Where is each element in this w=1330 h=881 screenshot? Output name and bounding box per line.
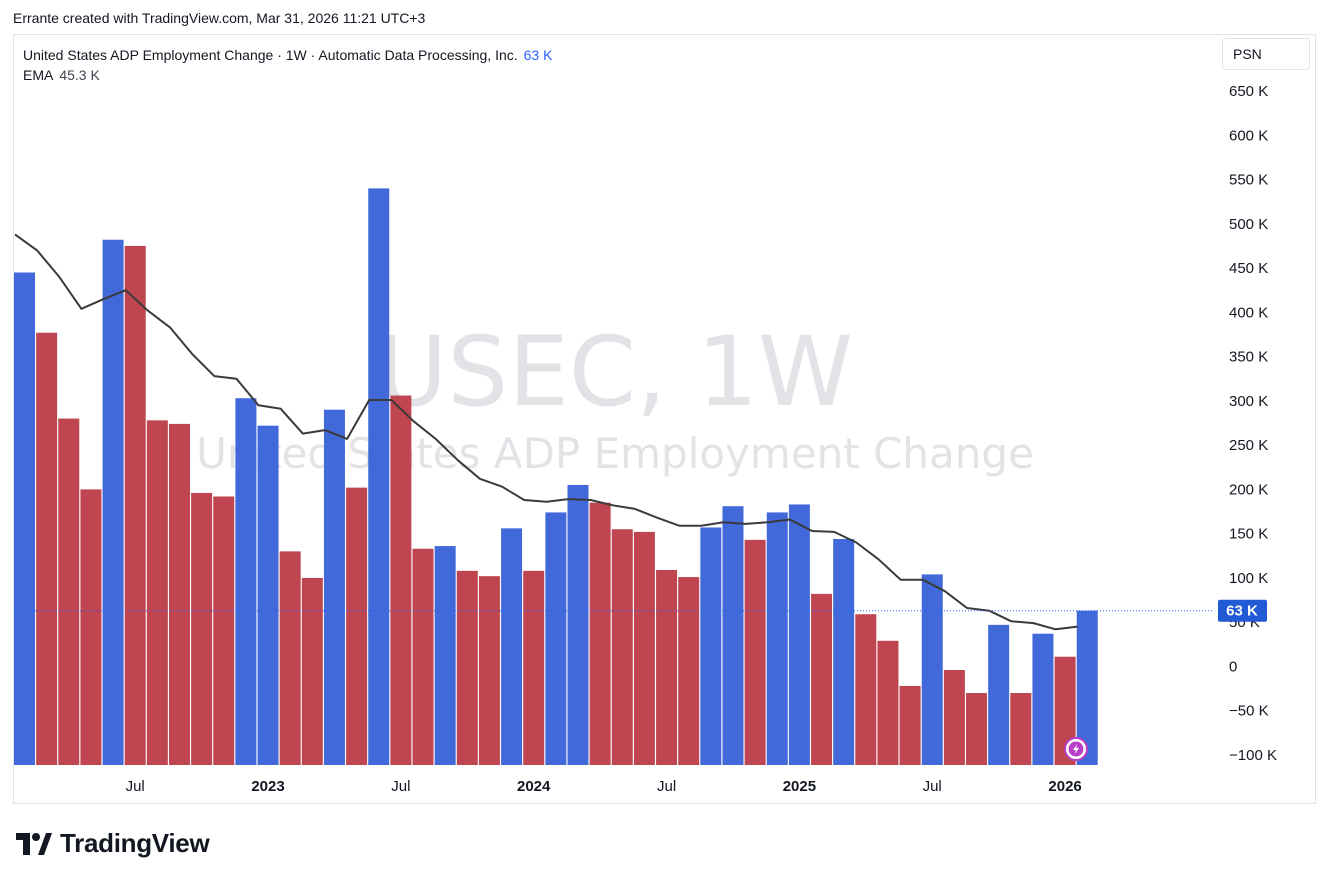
symbol-box[interactable]: PSN [1222,38,1310,70]
bar [656,570,677,765]
bar [590,503,611,765]
y-tick-label: 550 K [1229,172,1268,189]
bar [767,512,788,765]
bar [988,625,1009,765]
watermark: USEC, 1W United States ADP Employment Ch… [196,316,1034,478]
bar [103,240,124,765]
bar [58,419,79,765]
tradingview-logo: TradingView [16,828,209,859]
bar [612,529,633,765]
bar [147,420,168,765]
legend-last-value: 63 K [524,47,553,63]
y-tick-label: 0 [1229,659,1237,676]
y-tick-label: 100 K [1229,570,1268,587]
y-axis: 650 K 600 K 550 K 500 K 450 K 400 K 350 K 300 K… [1229,83,1277,764]
bar [568,485,589,765]
tradingview-logo-icon [16,833,52,855]
bar [700,527,721,765]
y-tick-label: 200 K [1229,481,1268,498]
x-axis: Jul 2023 Jul 2024 Jul 2025 Jul 2026 [126,778,1082,795]
chart-canvas[interactable]: USEC, 1W United States ADP Employment Ch… [0,0,1330,881]
watermark-description: United States ADP Employment Change [196,429,1034,478]
bar [678,577,699,765]
tradingview-wordmark: TradingView [60,828,209,859]
bar [789,504,810,765]
bar [213,496,234,765]
y-tick-label: 400 K [1229,304,1268,321]
bar [125,246,146,765]
bar [457,571,478,765]
bar [280,551,301,765]
bar [390,396,411,765]
legend-title-row: United States ADP Employment Change · 1W… [23,45,552,65]
bar [435,546,456,765]
bar [833,539,854,765]
bar [966,693,987,765]
bar [1032,634,1053,765]
y-tick-label: 150 K [1229,526,1268,543]
x-tick-label: Jul [657,778,676,795]
x-tick-label: Jul [391,778,410,795]
bar [258,426,279,765]
bar [302,578,323,765]
bar [944,670,965,765]
watermark-symbol: USEC, 1W [377,316,853,428]
y-tick-label: 600 K [1229,127,1268,144]
bar [235,398,256,765]
bar [523,571,544,765]
y-tick-label: 500 K [1229,216,1268,233]
last-price-label: 63 K [1218,600,1267,622]
y-tick-label: −100 K [1229,747,1277,764]
y-tick-label: 300 K [1229,393,1268,410]
x-tick-label: 2025 [783,778,816,795]
bar [722,506,743,765]
bar [324,410,345,765]
legend-title: United States ADP Employment Change · 1W… [23,47,518,63]
bar [36,333,57,765]
last-price-label-text: 63 K [1226,603,1258,620]
y-tick-label: 450 K [1229,260,1268,277]
bar [479,576,500,765]
bar [191,493,212,765]
bar [368,188,389,765]
bar [922,574,943,765]
legend-ema-value: 45.3 K [59,67,99,83]
y-tick-label: 250 K [1229,437,1268,454]
x-tick-label: Jul [923,778,942,795]
bar [413,549,434,765]
x-tick-label: 2023 [251,778,284,795]
legend-ema-label: EMA [23,67,53,83]
bar [80,489,101,765]
y-tick-label: 350 K [1229,349,1268,366]
legend-ema-row: EMA 45.3 K [23,65,552,85]
x-tick-label: 2026 [1048,778,1081,795]
bar [169,424,190,765]
bar [900,686,921,765]
bar [877,641,898,765]
bar [14,272,35,765]
bar [1010,693,1031,765]
x-tick-label: Jul [126,778,145,795]
chart-legend: United States ADP Employment Change · 1W… [23,45,552,85]
bar [634,532,655,765]
bar [501,528,522,765]
lightning-icon[interactable] [1065,738,1087,760]
bar [545,512,566,765]
y-tick-label: 650 K [1229,83,1268,100]
bar [346,488,367,765]
bar [811,594,832,765]
y-tick-label: −50 K [1229,703,1269,720]
bar [745,540,766,765]
bar [855,614,876,765]
x-tick-label: 2024 [517,778,551,795]
